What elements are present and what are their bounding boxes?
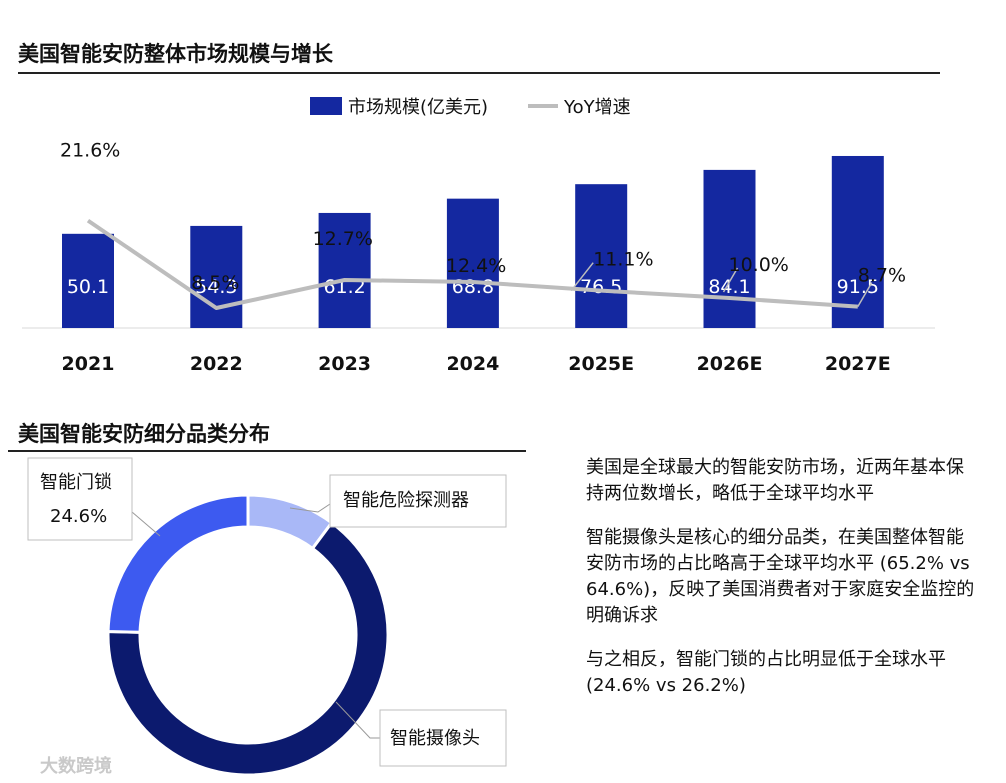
bar-2027E (831, 155, 884, 328)
bar-2023 (318, 212, 371, 328)
chart-legend: 市场规模(亿美元) YoY增速 (310, 97, 631, 118)
market-size-chart: 市场规模(亿美元) YoY增速50.1202154.3202261.2202368… (22, 97, 935, 375)
callout-box (329, 474, 507, 528)
bar-2026E (703, 169, 756, 328)
callout-line (131, 511, 161, 537)
x-tick-label: 2025E (568, 353, 634, 375)
callout-box (27, 457, 133, 541)
yoy-leader-line (570, 262, 594, 292)
slice-label: 智能门锁 (40, 472, 112, 493)
yoy-value-label: 12.7% (313, 228, 373, 250)
bar-2024 (446, 198, 499, 328)
slice-value-label: 24.6% (50, 506, 107, 527)
yoy-value-label: 12.4% (446, 255, 506, 277)
bar-value-label: 76.5 (580, 276, 622, 298)
x-tick-label: 2022 (190, 353, 243, 375)
callout-line (289, 503, 331, 513)
slice-label: 智能危险探测器 (343, 490, 469, 511)
slice-label: 智能摄像头 (390, 728, 480, 749)
yoy-value-label: 11.1% (593, 249, 653, 271)
legend-line-label: YoY增速 (563, 97, 631, 118)
insight-1: 美国是全球最大的智能安防市场，近两年基本保持两位数增长，略低于全球平均水平 (586, 457, 964, 504)
bar-2025E (575, 184, 628, 328)
bar-value-label: 91.5 (837, 276, 879, 298)
section2-divider (8, 450, 526, 452)
yoy-value-label: 8.5% (191, 272, 239, 294)
legend-bar-swatch (310, 97, 342, 115)
bar-value-label: 54.3 (195, 276, 237, 298)
x-tick-label: 2027E (825, 353, 891, 375)
yoy-value-label: 21.6% (60, 140, 120, 162)
bar-value-label: 68.8 (452, 276, 494, 298)
x-tick-label: 2026E (697, 353, 763, 375)
section1-divider (18, 72, 940, 74)
callout-line (335, 701, 382, 739)
insights-text: 美国是全球最大的智能安防市场，近两年基本保持两位数增长，略低于全球平均水平 智能… (586, 455, 976, 717)
x-tick-label: 2023 (318, 353, 371, 375)
donut-slice (106, 493, 250, 634)
donut-slice (106, 520, 390, 777)
bar-2022 (190, 225, 243, 328)
yoy-leader-line (857, 282, 873, 308)
section2-title: 美国智能安防细分品类分布 (18, 422, 270, 446)
bar-value-label: 84.1 (708, 276, 750, 298)
legend-bar-label: 市场规模(亿美元) (348, 97, 488, 118)
insight-3: 与之相反，智能门锁的占比明显低于全球水平 (24.6% vs 26.2%) (586, 649, 946, 696)
yoy-leader-line (722, 267, 739, 293)
x-tick-label: 2024 (446, 353, 499, 375)
section1-title: 美国智能安防整体市场规模与增长 (18, 42, 333, 66)
yoy-value-label: 10.0% (729, 254, 789, 276)
brand-watermark: 大数跨境 (40, 756, 112, 777)
yoy-value-label: 8.7% (858, 265, 906, 287)
bar-2021 (62, 233, 114, 328)
callout-box (379, 709, 507, 767)
bar-value-label: 50.1 (67, 276, 109, 298)
x-tick-label: 2021 (62, 353, 115, 375)
insight-2: 智能摄像头是核心的细分品类，在美国整体智能安防市场的占比略高于全球平均水平 (6… (586, 527, 975, 626)
